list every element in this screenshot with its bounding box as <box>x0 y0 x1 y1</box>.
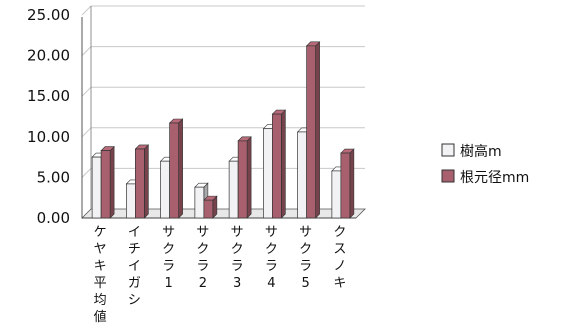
x-category-label: サクラ 1 <box>162 225 175 291</box>
legend-box <box>438 138 572 196</box>
bar-diameter-1 <box>100 145 115 219</box>
x-category-label: サクラ 4 <box>265 225 278 291</box>
axes <box>81 6 366 219</box>
labels: 0.00 5.00 10.00 15.00 20.00 25.00 ケヤキ平均値 イチイガシ サ… <box>27 6 346 325</box>
y-tick-label: 0.00 <box>37 209 70 227</box>
bar-diameter-3 <box>168 118 184 219</box>
x-category-label: ケヤキ平均値 <box>94 225 107 325</box>
bar-diameter-4 <box>203 195 218 219</box>
x-category-label: サクラ 5 <box>299 225 312 291</box>
x-category-label: サクラ 2 <box>196 225 209 291</box>
chart-floor <box>81 208 366 219</box>
y-tick-label: 10.00 <box>27 128 70 146</box>
grid <box>81 5 365 178</box>
x-category-label: イチイガシ <box>128 225 141 308</box>
bars <box>91 41 355 219</box>
y-tick-label: 15.00 <box>27 87 70 105</box>
legend-label: 樹高m <box>460 143 502 160</box>
gridline-side <box>81 86 92 97</box>
legend-swatch <box>441 169 455 183</box>
bar-diameter-2 <box>134 144 150 219</box>
y-tick-label: 20.00 <box>27 47 70 65</box>
bar-diameter-7 <box>305 41 321 219</box>
gridline-side <box>81 168 92 178</box>
y-tick-label: 25.00 <box>27 6 70 24</box>
legend-swatch <box>441 143 455 157</box>
gridline-side <box>81 5 92 16</box>
gridline-side <box>81 127 92 138</box>
y-tick-label: 5.00 <box>37 168 70 186</box>
x-category-label: サクラ 3 <box>231 225 244 291</box>
gridline-side <box>81 46 92 56</box>
legend: 樹高m 根元径mm <box>438 138 572 196</box>
x-category-label: クスノキ <box>333 225 346 291</box>
bar-diameter-6 <box>271 109 287 219</box>
legend-label: 根元径mm <box>460 170 529 186</box>
bar-diameter-8 <box>340 148 355 219</box>
bar-diameter-5 <box>237 136 252 219</box>
